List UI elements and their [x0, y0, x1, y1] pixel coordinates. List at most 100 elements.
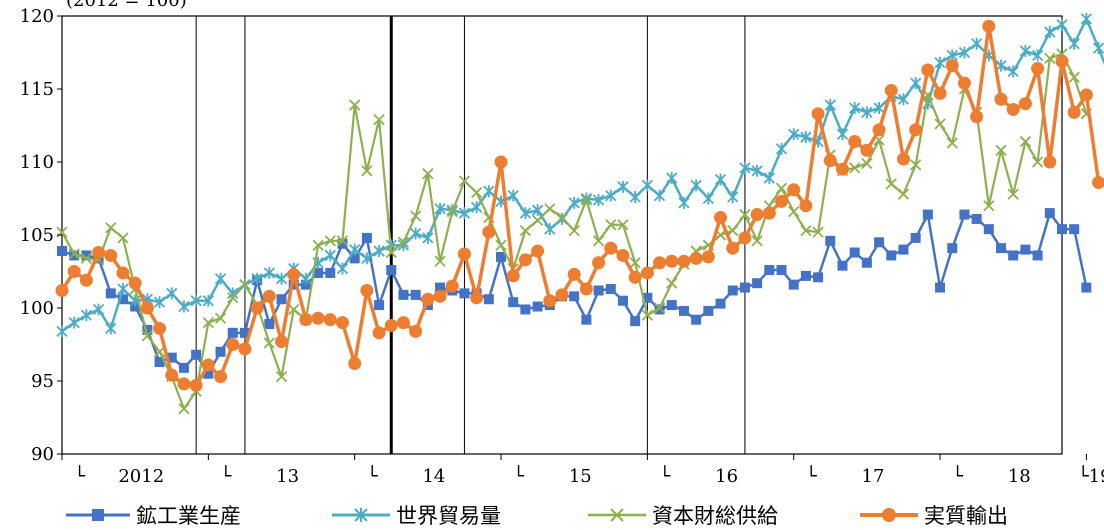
data-point	[459, 288, 470, 299]
data-point	[81, 250, 92, 261]
data-point	[982, 19, 996, 33]
data-point	[214, 370, 228, 384]
data-point	[824, 99, 836, 112]
data-point	[568, 224, 580, 237]
data-point	[422, 168, 434, 180]
data-point	[507, 189, 519, 202]
data-point	[275, 272, 288, 285]
data-point	[934, 56, 946, 69]
data-point	[203, 368, 214, 379]
data-point	[934, 118, 946, 130]
data-point	[1056, 18, 1068, 31]
y-tick-label: 90	[31, 444, 54, 465]
y-tick-label: 120	[20, 6, 54, 27]
data-point	[360, 283, 374, 297]
data-point	[787, 183, 801, 197]
data-point	[701, 250, 715, 264]
series-1	[56, 12, 1104, 338]
data-point	[324, 235, 336, 247]
data-point	[823, 154, 837, 168]
data-point	[947, 243, 958, 254]
data-point	[593, 285, 604, 296]
data-point	[410, 289, 421, 300]
legend-label: 実質輸出	[924, 504, 1008, 528]
data-point	[630, 316, 641, 327]
data-point	[861, 257, 872, 268]
data-point	[617, 180, 629, 193]
legend-marker-square-icon	[66, 509, 130, 521]
data-point	[581, 314, 592, 325]
x-tick-label: └	[952, 465, 964, 487]
data-point	[446, 206, 458, 218]
data-point	[714, 173, 727, 186]
x-tick-label: 18	[1008, 466, 1031, 487]
data-point	[1031, 62, 1045, 76]
data-point	[1081, 282, 1092, 293]
data-point	[325, 267, 336, 278]
data-point	[166, 352, 177, 363]
data-point	[653, 256, 667, 270]
data-point	[520, 304, 531, 315]
data-point	[482, 225, 496, 239]
data-point	[544, 223, 556, 236]
data-point	[532, 301, 543, 312]
data-point	[385, 246, 397, 259]
data-point	[1044, 208, 1055, 219]
data-point	[1019, 45, 1032, 58]
data-point	[178, 300, 190, 313]
data-point	[336, 262, 349, 275]
data-point	[238, 342, 252, 356]
data-point	[835, 162, 849, 176]
legend-label: 世界貿易量	[396, 504, 501, 528]
data-point	[958, 46, 971, 59]
data-point	[715, 298, 726, 309]
data-point	[1020, 244, 1031, 255]
y-tick-label: 110	[20, 152, 54, 173]
legend-marker-circle-icon	[860, 508, 918, 522]
data-point	[884, 83, 898, 97]
data-point	[592, 235, 605, 247]
data-point	[92, 303, 105, 316]
x-tick-label: └	[367, 465, 379, 487]
data-point	[580, 194, 593, 206]
data-point	[971, 213, 982, 224]
data-point	[105, 222, 117, 234]
data-point	[702, 192, 714, 205]
data-point	[1057, 224, 1067, 235]
data-point	[642, 292, 653, 303]
data-point	[983, 224, 994, 235]
data-point	[1055, 54, 1069, 68]
data-point	[592, 193, 605, 206]
data-point	[531, 204, 544, 217]
data-point	[166, 287, 178, 300]
x-tick-label: └	[221, 465, 233, 487]
data-point	[214, 312, 227, 324]
data-point	[799, 199, 813, 213]
data-point	[67, 265, 81, 278]
data-point	[628, 270, 642, 284]
data-point	[1031, 49, 1044, 62]
data-point	[714, 210, 728, 224]
data-point	[227, 327, 238, 338]
data-point	[348, 356, 362, 370]
data-point	[300, 272, 312, 285]
data-point	[800, 131, 812, 144]
data-point	[1031, 156, 1044, 168]
data-point	[555, 288, 569, 302]
data-point	[263, 266, 275, 279]
data-point	[508, 297, 519, 308]
y-axis-unit-label: (2012 = 100)	[66, 0, 187, 11]
x-tick-label: └	[74, 465, 86, 487]
data-point	[935, 282, 946, 293]
data-point	[873, 101, 885, 114]
data-point	[544, 203, 556, 215]
data-point	[1007, 188, 1019, 200]
data-point	[349, 99, 361, 111]
legend-marker-x-icon	[588, 508, 646, 522]
data-point	[800, 224, 812, 237]
data-point	[264, 319, 275, 330]
data-point	[909, 123, 923, 137]
data-point	[104, 248, 118, 262]
data-point	[775, 142, 788, 155]
data-point	[604, 241, 618, 255]
